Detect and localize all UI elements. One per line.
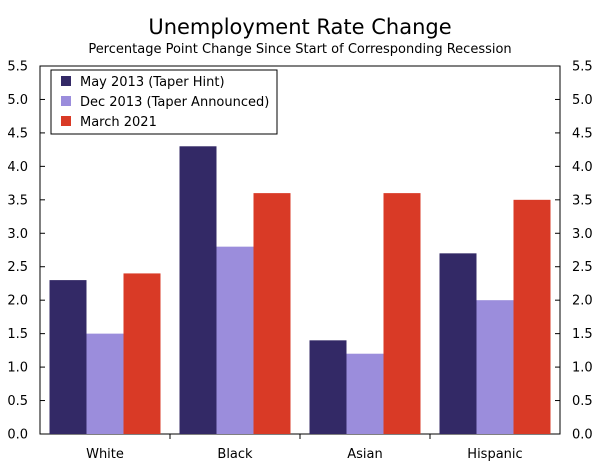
legend-box xyxy=(50,69,278,135)
chart-title: Unemployment Rate Change xyxy=(148,15,451,39)
category-label: White xyxy=(86,447,124,461)
bar-white-series-2 xyxy=(86,333,124,434)
bar-asian-series-3 xyxy=(383,193,421,434)
category-labels: White Black Asian Hispanic xyxy=(86,434,523,461)
left-tick-label: 0.5 xyxy=(7,394,28,409)
bar-hispanic-series-1 xyxy=(439,253,477,434)
bars xyxy=(49,146,551,435)
legend-swatch xyxy=(61,76,71,86)
left-tick-label: 0.0 xyxy=(7,428,28,443)
category-label: Asian xyxy=(347,447,382,461)
left-tick-label: 4.5 xyxy=(7,126,28,141)
bar-asian-series-1 xyxy=(309,340,347,434)
chart-subtitle: Percentage Point Change Since Start of C… xyxy=(88,42,511,57)
left-tick-label: 2.0 xyxy=(7,294,28,309)
right-tick-label: 3.5 xyxy=(572,193,593,208)
right-tick-label: 4.0 xyxy=(572,160,593,175)
left-tick-label: 1.5 xyxy=(7,327,28,342)
bar-black-series-1 xyxy=(179,146,217,435)
bar-asian-series-2 xyxy=(346,353,384,434)
left-tick-label: 5.0 xyxy=(7,93,28,108)
legend: May 2013 (Taper Hint) Dec 2013 (Taper Ann… xyxy=(50,69,278,135)
category-label: Hispanic xyxy=(467,447,522,461)
bar-black-series-3 xyxy=(253,193,291,434)
bar-white-series-1 xyxy=(49,280,87,434)
legend-label: May 2013 (Taper Hint) xyxy=(80,75,225,90)
left-tick-label: 5.5 xyxy=(7,60,28,75)
right-tick-label: 2.5 xyxy=(572,260,593,275)
right-tick-label: 2.0 xyxy=(572,294,593,309)
category-label: Black xyxy=(217,447,253,461)
bar-hispanic-series-3 xyxy=(513,199,551,434)
legend-swatch xyxy=(61,96,71,106)
right-tick-label: 1.0 xyxy=(572,361,593,376)
right-tick-label: 3.0 xyxy=(572,227,593,242)
left-tick-label: 1.0 xyxy=(7,361,28,376)
right-tick-label: 4.5 xyxy=(572,126,593,141)
right-tick-label: 5.5 xyxy=(572,60,593,75)
right-tick-label: 0.5 xyxy=(572,394,593,409)
bar-white-series-3 xyxy=(123,273,161,434)
left-axis-ticks: 0.0 0.5 1.0 1.5 2.0 2.5 3.0 3.5 4.0 4.5 5.0 5.5 xyxy=(7,60,45,443)
left-tick-label: 3.5 xyxy=(7,193,28,208)
left-tick-label: 4.0 xyxy=(7,160,28,175)
legend-swatch xyxy=(61,116,71,126)
legend-label: Dec 2013 (Taper Announced) xyxy=(80,95,269,110)
left-tick-label: 2.5 xyxy=(7,260,28,275)
right-axis-ticks: 0.0 0.5 1.0 1.5 2.0 2.5 3.0 3.5 4.0 4.5 5.0 5.5 xyxy=(555,60,593,443)
left-tick-label: 3.0 xyxy=(7,227,28,242)
right-tick-label: 5.0 xyxy=(572,93,593,108)
bar-black-series-2 xyxy=(216,246,254,434)
right-tick-label: 1.5 xyxy=(572,327,593,342)
legend-label: March 2021 xyxy=(80,115,157,130)
bar-hispanic-series-2 xyxy=(476,300,514,434)
right-tick-label: 0.0 xyxy=(572,428,593,443)
